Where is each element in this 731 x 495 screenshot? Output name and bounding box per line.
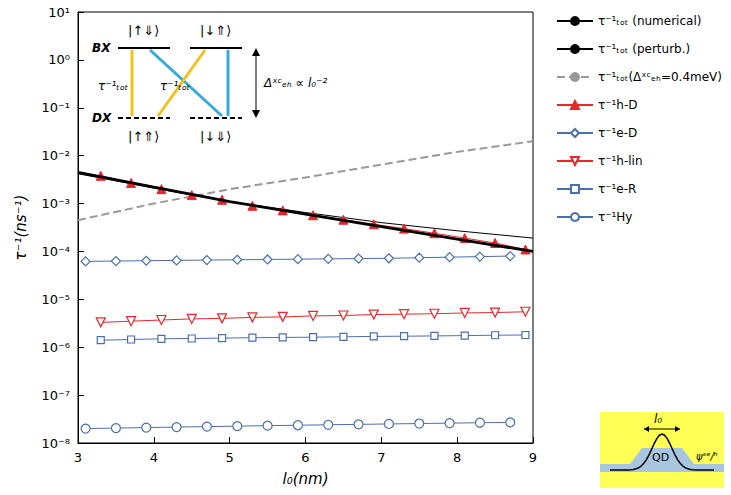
svg-text:Δˣᶜₑₕ ∝ l₀⁻²: Δˣᶜₑₕ ∝ l₀⁻²	[263, 76, 327, 90]
svg-text:|↑⇑⟩: |↑⇑⟩	[128, 129, 159, 144]
svg-text:l₀: l₀	[654, 412, 662, 426]
svg-text:τ⁻¹Hy: τ⁻¹Hy	[598, 210, 633, 224]
svg-text:10⁻²: 10⁻²	[41, 148, 70, 163]
svg-text:l₀(nm): l₀(nm)	[282, 470, 328, 488]
svg-text:τ⁻¹h-lin: τ⁻¹h-lin	[598, 154, 643, 168]
svg-text:6: 6	[301, 450, 309, 465]
svg-text:10⁻⁶: 10⁻⁶	[41, 340, 70, 355]
svg-text:BX: BX	[92, 41, 111, 55]
svg-text:3: 3	[74, 450, 82, 465]
svg-text:10⁻⁷: 10⁻⁷	[41, 388, 70, 403]
svg-text:5: 5	[226, 450, 234, 465]
svg-text:|↓⇑⟩: |↓⇑⟩	[200, 23, 231, 38]
svg-text:4: 4	[150, 450, 158, 465]
svg-text:10¹: 10¹	[48, 5, 70, 20]
svg-text:9: 9	[529, 450, 537, 465]
svg-text:ψˢᵉ/ʰ: ψˢᵉ/ʰ	[696, 451, 718, 462]
svg-text:τ⁻¹e-R: τ⁻¹e-R	[598, 182, 636, 196]
svg-text:τ⁻¹(ns⁻¹): τ⁻¹(ns⁻¹)	[12, 195, 30, 261]
svg-text:10⁻⁵: 10⁻⁵	[41, 292, 70, 307]
svg-text:10⁻⁴: 10⁻⁴	[41, 244, 70, 259]
svg-text:10⁻¹: 10⁻¹	[41, 100, 70, 115]
svg-text:DX: DX	[92, 111, 112, 125]
svg-text:10⁻³: 10⁻³	[41, 196, 70, 211]
svg-text:τ⁻¹e-D: τ⁻¹e-D	[598, 126, 637, 140]
svg-text:10⁰: 10⁰	[48, 52, 70, 67]
svg-text:10⁻⁸: 10⁻⁸	[41, 436, 70, 451]
svg-text:τ⁻¹ₜₒₜ: τ⁻¹ₜₒₜ	[160, 79, 191, 93]
svg-text:τ⁻¹h-D: τ⁻¹h-D	[598, 98, 638, 112]
svg-text:|↑⇓⟩: |↑⇓⟩	[128, 23, 159, 38]
svg-text:τ⁻¹ₜₒₜ(Δˣᶜₑₕ=0.4meV): τ⁻¹ₜₒₜ(Δˣᶜₑₕ=0.4meV)	[598, 70, 722, 84]
svg-text:QD: QD	[652, 451, 669, 464]
svg-text:8: 8	[453, 450, 461, 465]
svg-text:τ⁻¹ₜₒₜ (numerical): τ⁻¹ₜₒₜ (numerical)	[598, 14, 701, 28]
svg-text:τ⁻¹ₜₒₜ: τ⁻¹ₜₒₜ	[98, 79, 129, 93]
svg-text:τ⁻¹ₜₒₜ (perturb.): τ⁻¹ₜₒₜ (perturb.)	[598, 42, 690, 56]
svg-text:|↓⇓⟩: |↓⇓⟩	[200, 129, 231, 144]
svg-text:7: 7	[377, 450, 385, 465]
